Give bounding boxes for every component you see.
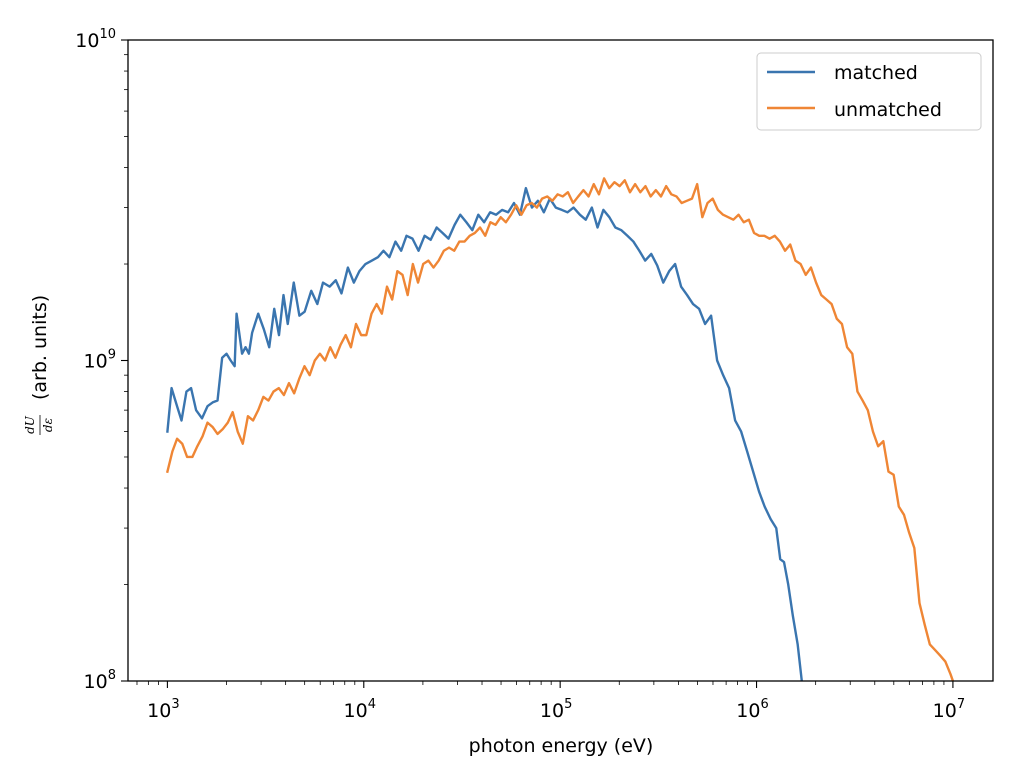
y-tick-label-base: 10 <box>75 30 99 52</box>
y-tick-label: 109 <box>84 348 116 373</box>
y-tick-label-exponent: 9 <box>108 348 116 363</box>
y-tick-label-base: 10 <box>84 671 108 693</box>
series-line-matched <box>166 186 803 681</box>
y-tick-label-exponent: 8 <box>108 668 116 683</box>
y-tick-label: 1010 <box>75 27 116 52</box>
x-tick-label-exponent: 7 <box>957 697 965 712</box>
major-ticks <box>121 39 954 688</box>
x-tick-label-exponent: 4 <box>368 697 376 712</box>
x-tick-label-exponent: 3 <box>171 697 179 712</box>
x-axis-label: photon energy (eV) <box>469 735 654 757</box>
legend: matched unmatched <box>756 52 982 131</box>
x-tick-label-exponent: 5 <box>564 697 572 712</box>
y-axis-label-fraction-numerator: dU <box>23 415 37 434</box>
minor-ticks <box>124 54 945 685</box>
x-tick-label-exponent: 6 <box>760 697 768 712</box>
y-axis-label-fraction-denominator: dε <box>41 418 55 432</box>
y-tick-label-exponent: 10 <box>99 27 116 42</box>
y-tick-label: 108 <box>84 668 116 693</box>
y-axis-label-units: (arb. units) <box>29 295 51 400</box>
series-line-unmatched <box>165 177 955 681</box>
series-layer <box>165 177 955 681</box>
legend-label-unmatched: unmatched <box>834 99 942 121</box>
y-axis-label: dU dε (arb. units) <box>23 295 55 435</box>
y-tick-label-base: 10 <box>84 351 108 373</box>
plot-frame <box>127 39 994 682</box>
legend-label-matched: matched <box>834 62 918 84</box>
